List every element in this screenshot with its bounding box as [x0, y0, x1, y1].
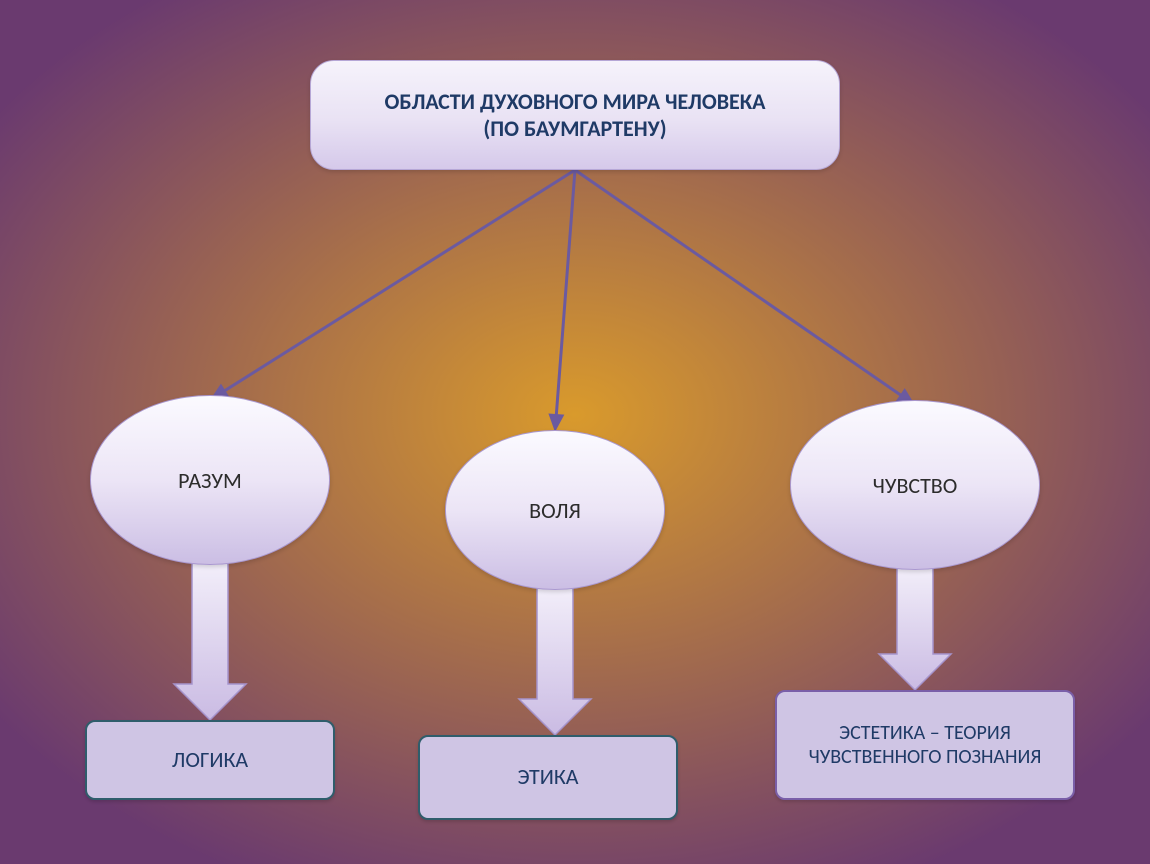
root-line1: ОБЛАСТИ ДУХОВНОГО МИРА ЧЕЛОВЕКА — [384, 88, 765, 116]
leaf-label: ЭТИКА — [517, 764, 578, 790]
ellipse-volya: ВОЛЯ — [445, 430, 665, 590]
ellipse-razum: РАЗУМ — [90, 395, 330, 565]
diagram-stage: ОБЛАСТИ ДУХОВНОГО МИРА ЧЕЛОВЕКА (ПО БАУМ… — [0, 0, 1150, 864]
ellipse-chuvstvo: ЧУВСТВО — [790, 400, 1040, 570]
leaf-label: ЭСТЕТИКА – ТЕОРИЯ ЧУВСТВЕННОГО ПОЗНАНИЯ — [789, 721, 1061, 769]
leaf-logika: ЛОГИКА — [85, 720, 335, 800]
ellipse-label: РАЗУМ — [178, 467, 242, 494]
root-line2: (ПО БАУМГАРТЕНУ) — [384, 115, 765, 143]
root-box: ОБЛАСТИ ДУХОВНОГО МИРА ЧЕЛОВЕКА (ПО БАУМ… — [310, 60, 840, 170]
ellipse-label: ВОЛЯ — [529, 497, 581, 524]
leaf-etika: ЭТИКА — [418, 735, 678, 820]
ellipse-label: ЧУВСТВО — [873, 472, 958, 499]
leaf-label: ЛОГИКА — [172, 747, 248, 773]
leaf-estetika: ЭСТЕТИКА – ТЕОРИЯ ЧУВСТВЕННОГО ПОЗНАНИЯ — [775, 690, 1075, 800]
